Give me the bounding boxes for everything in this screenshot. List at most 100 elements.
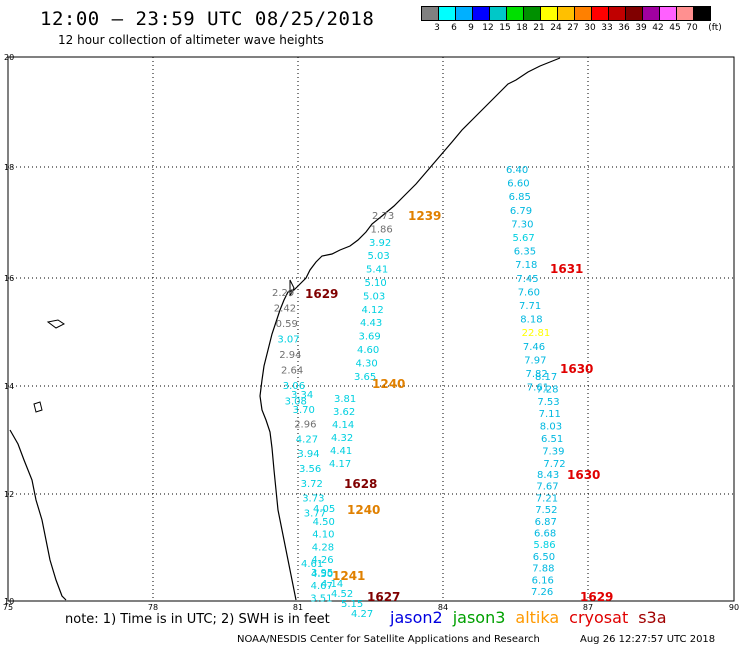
y-tick-label: 12 (4, 490, 14, 499)
scale-label: 6 (451, 23, 457, 33)
satellite-legend-item: jason2 (390, 608, 443, 627)
wave-height-value: 7.28 (536, 384, 558, 395)
wave-height-value: 2.42 (274, 304, 296, 315)
x-tick-label: 87 (583, 603, 593, 612)
wave-height-value: 3.95 (311, 568, 333, 579)
scale-label: 45 (669, 23, 681, 33)
wave-height-value: 3.94 (297, 449, 319, 460)
wave-height-value: 7.67 (536, 482, 558, 493)
grid-lines (8, 57, 734, 601)
wave-height-value: 7.18 (515, 260, 537, 271)
wave-height-value: 5.67 (513, 233, 535, 244)
wave-height-value: 3.65 (354, 372, 376, 383)
pass-time-label: 1630 (567, 468, 600, 482)
wave-height-value: 7.21 (536, 493, 558, 504)
satellite-legend-item: cryosat (569, 608, 629, 627)
y-tick-label: 20 (4, 53, 14, 62)
wave-height-value: 6.16 (532, 575, 554, 586)
map-title: 12:00 – 23:59 UTC 08/25/2018 (40, 8, 375, 30)
wave-height-value: 0.59 (276, 319, 298, 330)
wave-height-value: 3.77 (304, 508, 326, 519)
color-scale (421, 6, 711, 21)
x-tick-label: 90 (729, 603, 739, 612)
axis-labels: 75 78 81 84 87 90 20 18 16 14 12 10 (3, 53, 739, 612)
wave-height-value: 6.85 (509, 192, 531, 203)
wave-height-value: 3.07 (277, 335, 299, 346)
wave-height-value: 2.64 (281, 366, 303, 377)
pass-time-label: 1629 (305, 287, 338, 301)
satellite-legend-item: altika (515, 608, 560, 627)
scale-label: 24 (550, 23, 562, 33)
coastline (259, 57, 561, 601)
scale-label: 12 (482, 23, 494, 33)
wave-height-value: 8.03 (540, 422, 562, 433)
wave-height-value: 2.96 (294, 420, 316, 431)
wave-height-value: 4.26 (311, 555, 333, 566)
wave-height-value: 8.18 (520, 315, 542, 326)
wave-height-value: 3.06 (283, 381, 305, 392)
island (46, 319, 65, 329)
wave-height-value: 3.72 (301, 479, 323, 490)
scale-label: 39 (635, 23, 647, 33)
wave-height-value: 4.52 (331, 589, 353, 600)
wave-height-value: 6.79 (510, 206, 532, 217)
scale-label: 18 (516, 23, 528, 33)
wave-height-value: 3.92 (369, 238, 391, 249)
wave-height-value: 4.43 (360, 318, 382, 329)
wave-height-value: 4.10 (312, 530, 334, 541)
wave-height-value: 4.50 (311, 569, 333, 580)
pass-time-label: 1627 (367, 590, 400, 604)
wave-height-value: 7.60 (518, 287, 540, 298)
wave-height-value: 2.29 (272, 288, 294, 299)
wave-height-value: 4.17 (329, 459, 351, 470)
wave-height-value: 7.52 (535, 505, 557, 516)
wave-height-value: 4.27 (296, 434, 318, 445)
wave-height-value: 3.69 (359, 332, 381, 343)
pass-time-label: 1241 (332, 569, 365, 583)
wave-height-value: 4.12 (362, 305, 384, 316)
wave-height-value: 8.43 (537, 470, 559, 481)
scale-label: 30 (584, 23, 596, 33)
pass-time-label: 1239 (408, 209, 441, 223)
wave-height-value: 4.61 (301, 559, 323, 570)
wave-height-value: 7.30 (511, 219, 533, 230)
wave-height-value: 5.41 (366, 265, 388, 276)
pass-time-label: 1240 (347, 503, 380, 517)
wave-height-value: 3.73 (302, 494, 324, 505)
wave-height-value: 7.82 (526, 369, 548, 380)
pass-time-label: 1628 (344, 477, 377, 491)
pass-time-label: 1630 (560, 362, 593, 376)
scale-label: 33 (601, 23, 613, 33)
wave-height-value: 5.86 (533, 540, 555, 551)
map-subtitle: 12 hour collection of altimeter wave hei… (58, 33, 324, 47)
wave-height-value: 3.51 (310, 594, 332, 605)
x-tick-label: 78 (148, 603, 158, 612)
wave-height-value: 3.08 (285, 397, 307, 408)
wave-height-value: 5.10 (365, 278, 387, 289)
scale-label: 15 (499, 23, 511, 33)
wave-height-value: 7.72 (543, 459, 565, 470)
units-note: note: 1) Time is in UTC; 2) SWH is in fe… (65, 612, 330, 627)
credit-line: NOAA/NESDIS Center for Satellite Applica… (237, 634, 540, 645)
satellite-legend-item: jason3 (452, 608, 506, 627)
wave-height-value: 4.28 (312, 542, 334, 553)
wave-height-value: 4.05 (313, 504, 335, 515)
wave-height-value: 7.46 (523, 342, 545, 353)
wave-height-value: 4.60 (357, 345, 379, 356)
wave-height-value: 3.62 (333, 407, 355, 418)
wave-height-value: 3.70 (293, 405, 315, 416)
wave-height-value: 4.32 (331, 433, 353, 444)
wave-height-value: 5.15 (341, 599, 363, 610)
wave-height-value: 4.14 (321, 579, 343, 590)
wave-height-value: 2.94 (279, 350, 301, 361)
wave-height-value: 1.86 (371, 224, 393, 235)
wave-height-value: 2.73 (372, 211, 394, 222)
wave-height-value: 6.35 (514, 247, 536, 258)
y-tick-label: 10 (4, 597, 14, 606)
wave-height-value: 6.51 (541, 434, 563, 445)
y-tick-label: 14 (4, 382, 14, 391)
wave-height-value: 7.45 (516, 274, 538, 285)
island (289, 279, 295, 297)
wave-height-value: 4.27 (351, 609, 373, 620)
